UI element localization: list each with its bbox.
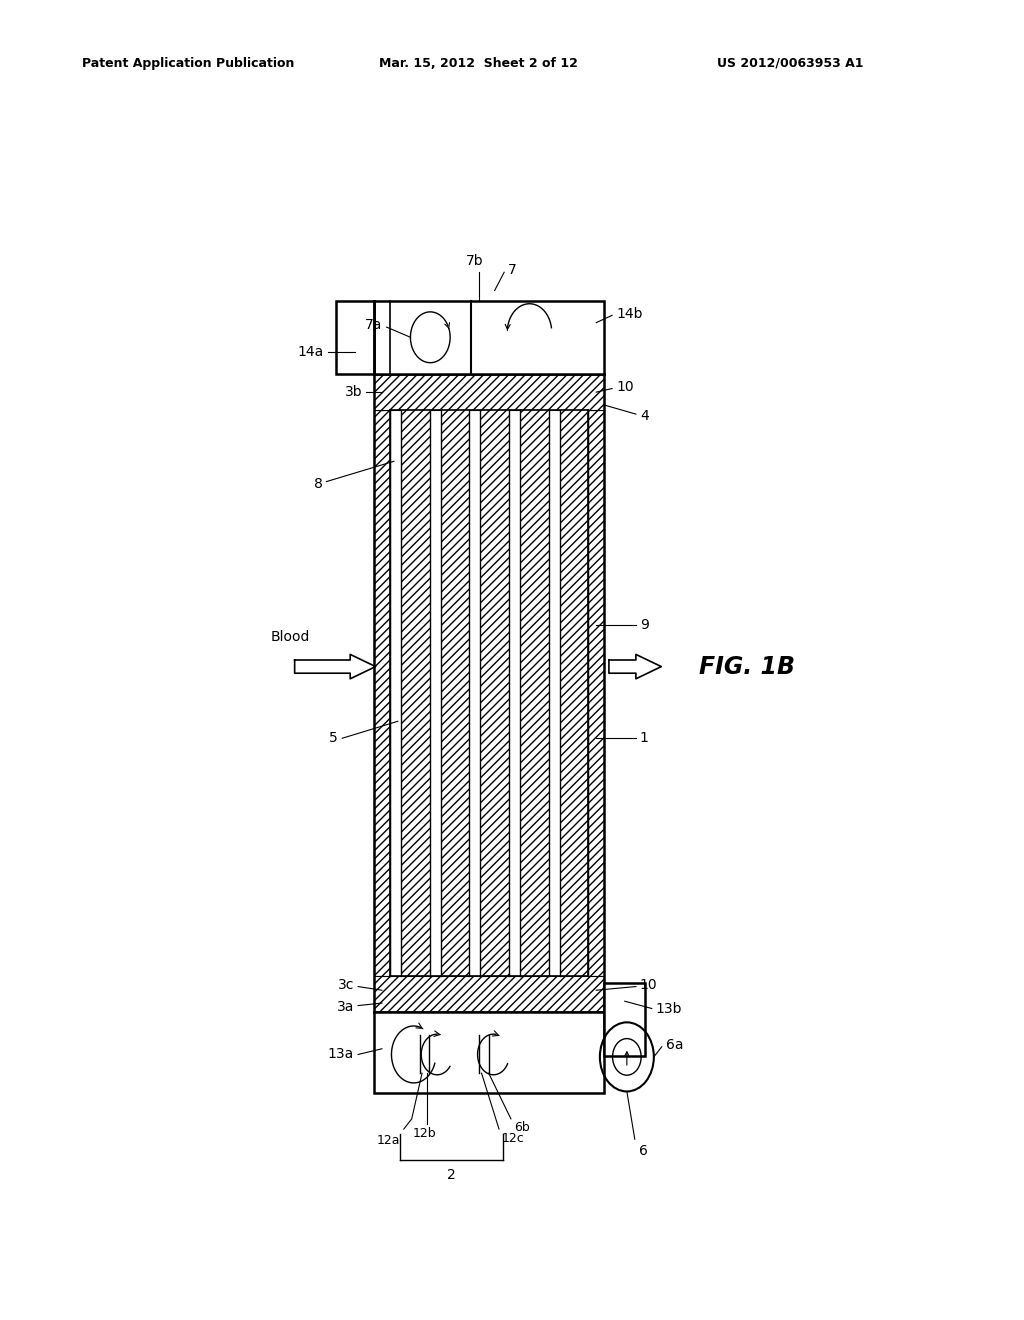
- Text: FIG. 1B: FIG. 1B: [699, 655, 796, 678]
- Bar: [588, 1012, 604, 1040]
- Text: Blood: Blood: [270, 630, 309, 644]
- Text: US 2012/0063953 A1: US 2012/0063953 A1: [717, 57, 863, 70]
- Text: 5: 5: [329, 731, 338, 746]
- Bar: [374, 374, 604, 411]
- Text: 7: 7: [508, 263, 517, 277]
- Text: 13a: 13a: [328, 1048, 354, 1061]
- Bar: [336, 301, 374, 374]
- Text: 7b: 7b: [466, 255, 483, 268]
- Bar: [374, 975, 604, 1012]
- Text: 13b: 13b: [655, 1002, 682, 1015]
- Text: 12a: 12a: [376, 1134, 399, 1147]
- Text: 8: 8: [313, 477, 323, 491]
- Text: 10: 10: [640, 978, 657, 991]
- Text: 7a: 7a: [366, 318, 383, 333]
- Bar: [374, 301, 390, 374]
- Bar: [604, 983, 645, 1027]
- Text: 4: 4: [640, 409, 648, 422]
- Text: 14b: 14b: [616, 306, 643, 321]
- Text: 12b: 12b: [413, 1127, 436, 1140]
- Bar: [374, 1012, 390, 1061]
- Text: 12c: 12c: [502, 1133, 524, 1146]
- Bar: [588, 411, 604, 975]
- Text: 2: 2: [447, 1168, 456, 1181]
- Bar: [588, 301, 604, 374]
- Bar: [374, 1012, 604, 1093]
- Text: Patent Application Publication: Patent Application Publication: [82, 57, 294, 70]
- Text: 10: 10: [616, 380, 634, 393]
- Bar: [374, 301, 604, 374]
- Bar: [374, 411, 390, 975]
- Bar: [401, 411, 430, 975]
- Bar: [520, 411, 549, 975]
- Bar: [480, 411, 509, 975]
- Bar: [390, 301, 588, 317]
- Text: 3a: 3a: [337, 999, 354, 1014]
- Text: 3c: 3c: [338, 978, 354, 991]
- Text: 14a: 14a: [298, 345, 324, 359]
- Bar: [440, 411, 469, 975]
- Bar: [336, 301, 374, 374]
- Text: 6b: 6b: [514, 1121, 529, 1134]
- Text: 9: 9: [640, 618, 649, 632]
- Text: 6: 6: [639, 1144, 647, 1159]
- Bar: [604, 983, 645, 1056]
- Text: 3b: 3b: [344, 385, 362, 399]
- Text: 1: 1: [640, 731, 649, 746]
- Text: Mar. 15, 2012  Sheet 2 of 12: Mar. 15, 2012 Sheet 2 of 12: [379, 57, 578, 70]
- Bar: [560, 411, 588, 975]
- Text: 6a: 6a: [666, 1038, 683, 1052]
